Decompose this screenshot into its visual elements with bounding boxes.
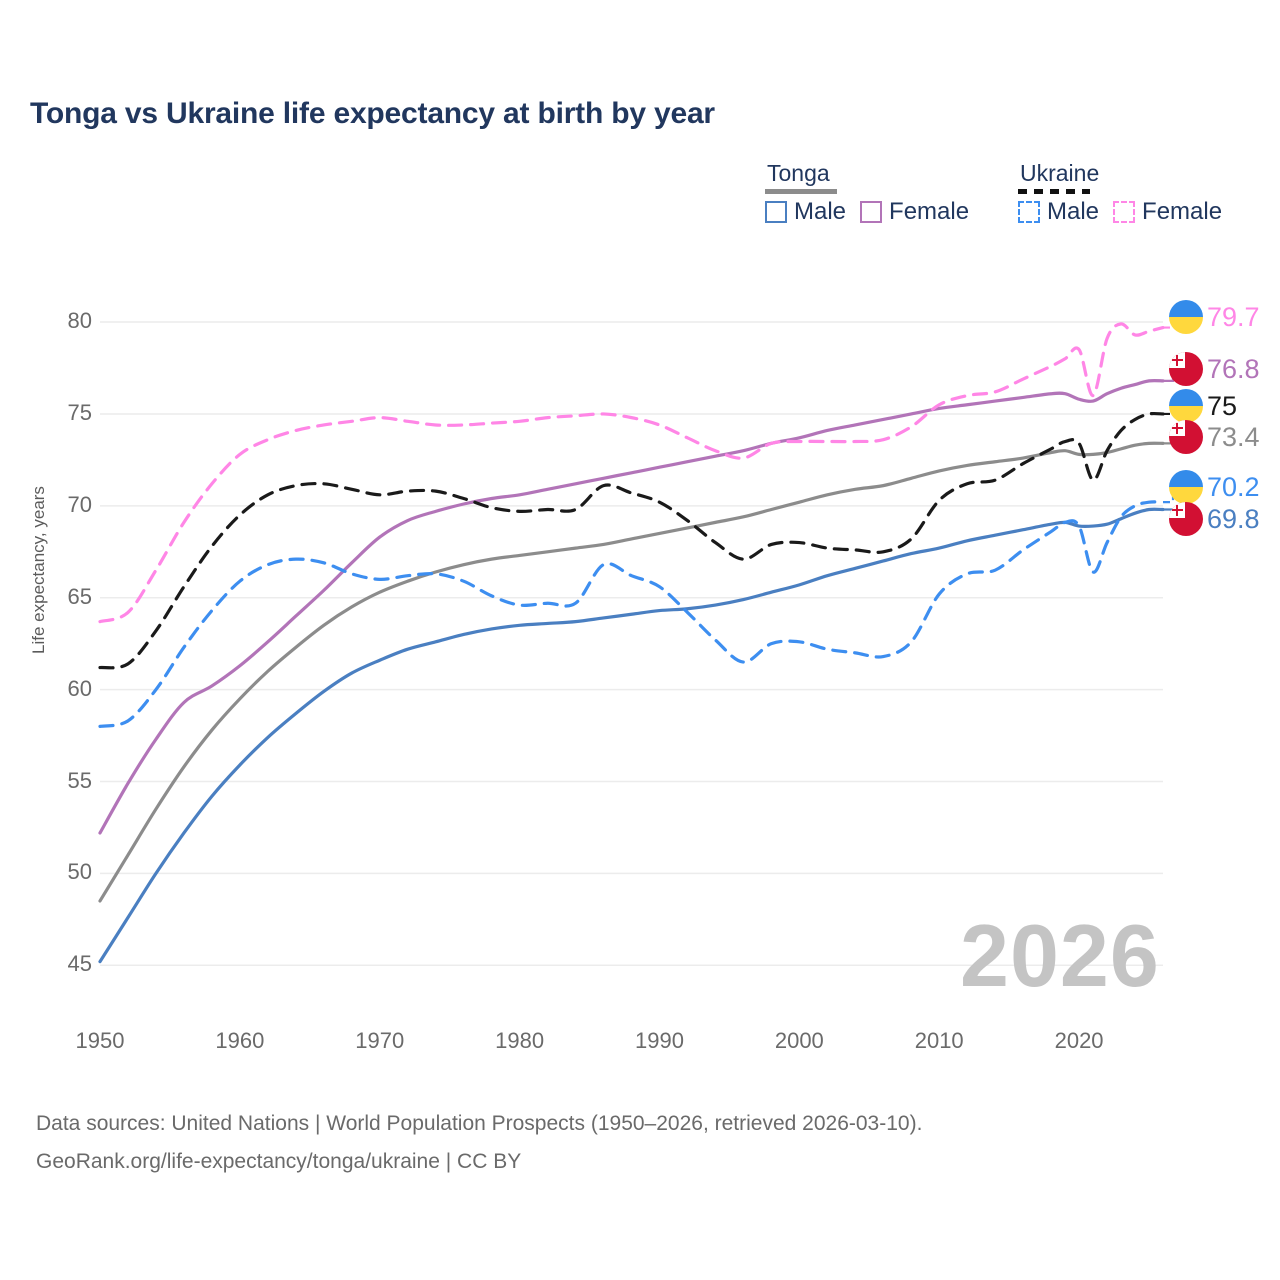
series-end-value: 73.4	[1207, 421, 1260, 452]
y-axis-tick-label: 65	[67, 583, 92, 609]
legend-item-ukraine-female[interactable]: Female	[1113, 198, 1222, 226]
legend-group-ukraine: Ukraine Male Female	[1018, 160, 1222, 225]
y-axis-tick-label: 60	[67, 675, 92, 701]
series-end-label: 76.8	[1169, 352, 1260, 386]
series-line-tonga-female	[98, 378, 1165, 835]
tonga-flag-icon	[1169, 352, 1203, 386]
y-axis-tick-label: 55	[67, 767, 92, 793]
series-end-value: 75	[1207, 390, 1238, 421]
series-end-label: 69.8	[1169, 502, 1260, 536]
series-end-label: 73.4	[1169, 420, 1260, 454]
legend-swatch-icon-ukraine-male	[1018, 201, 1040, 223]
series-end-label: 70.2	[1169, 470, 1260, 504]
series-line-tonga-total	[98, 441, 1165, 903]
x-axis-tick-label: 1970	[355, 1028, 405, 1053]
legend-group-title-ukraine: Ukraine	[1020, 160, 1100, 186]
y-axis-tick-label: 75	[67, 399, 92, 425]
series-line-ukraine-male	[98, 500, 1165, 728]
series-end-value: 79.7	[1207, 301, 1260, 332]
chart-legend: Tonga Male Female Ukraine Male	[760, 160, 1255, 240]
series-line-ukraine-total	[98, 411, 1165, 670]
series-leader-line	[1163, 487, 1175, 504]
legend-group-tonga: Tonga Male Female	[765, 160, 969, 225]
x-axis-tick-label: 2020	[1054, 1028, 1104, 1053]
series-end-label: 75	[1169, 389, 1237, 423]
legend-group-title-tonga: Tonga	[767, 160, 830, 186]
x-axis-tick-label: 2010	[914, 1028, 964, 1053]
year-watermark: 2026	[960, 906, 1160, 1005]
series-end-value: 70.2	[1207, 471, 1260, 502]
legend-label-tonga-female: Female	[889, 198, 970, 225]
ukraine-flag-icon	[1169, 389, 1203, 423]
chart-plot-area: Life expectancy, years 2026 45 50 55 60 65 70…	[29, 300, 1260, 1053]
y-axis-tick-label: 70	[67, 491, 92, 517]
x-axis-tick-label: 1980	[495, 1028, 545, 1053]
series-end-label: 79.7	[1169, 300, 1260, 334]
y-axis-label: Life expectancy, years	[29, 486, 48, 654]
y-axis-tick-label: 80	[67, 308, 92, 334]
y-axis-tick-label: 45	[67, 951, 92, 977]
x-axis-tick-label: 2000	[774, 1028, 824, 1053]
legend-swatch-icon-ukraine-female	[1113, 201, 1136, 223]
legend-label-ukraine-male: Male	[1047, 198, 1100, 225]
tonga-flag-icon	[1169, 502, 1203, 536]
footer-attribution: GeoRank.org/life-expectancy/tonga/ukrain…	[36, 1150, 522, 1173]
legend-item-tonga-female[interactable]: Female	[860, 198, 969, 226]
legend-items-tonga: Male Female	[765, 198, 969, 226]
chart-footer: Data sources: United Nations | World Pop…	[36, 1105, 922, 1181]
series-end-value: 76.8	[1207, 353, 1260, 384]
x-axis-tick-label: 1950	[75, 1028, 125, 1053]
legend-rule-tonga	[765, 189, 837, 194]
series-end-value: 69.8	[1207, 503, 1260, 534]
legend-item-ukraine-male[interactable]: Male	[1018, 198, 1099, 226]
legend-rule-ukraine	[1018, 189, 1090, 194]
chart-svg	[98, 317, 1175, 967]
ukraine-flag-icon	[1169, 470, 1203, 504]
legend-item-tonga-male[interactable]: Male	[765, 198, 846, 226]
series-line-ukraine-female	[98, 322, 1165, 624]
legend-swatch-icon-tonga-male	[765, 201, 787, 223]
page-title: Tonga vs Ukraine life expectancy at birt…	[30, 97, 715, 130]
legend-swatch-icon-tonga-female	[860, 201, 883, 223]
legend-label-ukraine-female: Female	[1142, 198, 1223, 225]
y-axis-tick-label: 50	[67, 859, 92, 885]
ukraine-flag-icon	[1169, 300, 1203, 334]
tonga-flag-icon	[1169, 420, 1203, 454]
x-axis-tick-label: 1990	[634, 1028, 684, 1053]
legend-items-ukraine: Male Female	[1018, 198, 1222, 226]
legend-label-tonga-male: Male	[794, 198, 847, 225]
footer-data-sources: Data sources: United Nations | World Pop…	[36, 1112, 923, 1135]
x-axis-tick-label: 1960	[215, 1028, 265, 1053]
